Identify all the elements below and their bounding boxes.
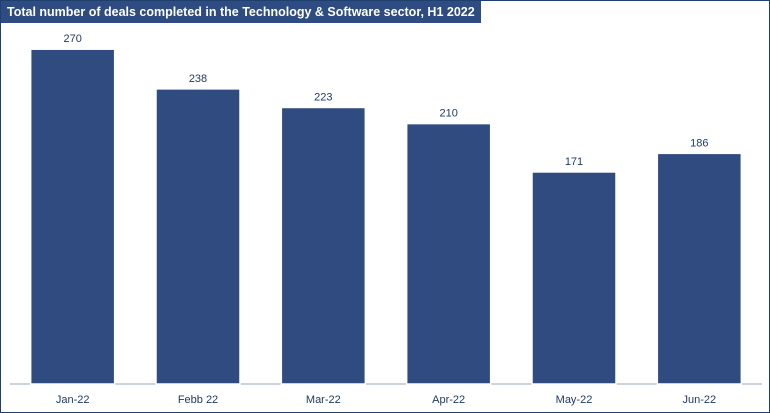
- x-tick-label: Apr-22: [432, 394, 465, 406]
- x-tick-label: Jun-22: [683, 394, 717, 406]
- bar-apr-22: [405, 122, 492, 385]
- data-label: 171: [565, 156, 583, 168]
- bar-may-22: [531, 171, 617, 385]
- x-tick-label: May-22: [556, 394, 593, 406]
- x-tick-label: Febb 22: [178, 394, 218, 406]
- data-label: 210: [439, 108, 457, 120]
- data-label: 223: [314, 91, 332, 103]
- x-tick-label: Jan-22: [56, 394, 90, 406]
- bar-jun-22: [656, 152, 743, 385]
- bar-jan-22: [29, 48, 116, 385]
- x-tick-label: Mar-22: [306, 394, 341, 406]
- bar-mar-22: [280, 106, 367, 385]
- bar-febb-22: [155, 88, 241, 385]
- data-label: 270: [63, 33, 81, 45]
- data-label: 186: [690, 137, 708, 149]
- data-label: 238: [189, 73, 207, 85]
- chart-title: Total number of deals completed in the T…: [1, 1, 481, 23]
